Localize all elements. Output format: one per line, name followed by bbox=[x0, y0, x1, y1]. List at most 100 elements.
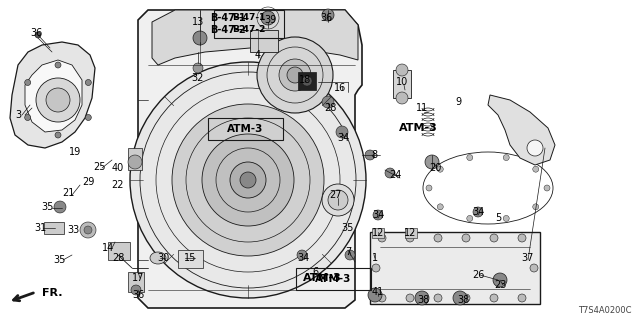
Polygon shape bbox=[10, 42, 95, 148]
Text: ATM-3: ATM-3 bbox=[316, 274, 352, 284]
Polygon shape bbox=[25, 60, 82, 132]
Text: 37: 37 bbox=[522, 253, 534, 263]
Text: 35: 35 bbox=[342, 223, 354, 233]
Circle shape bbox=[131, 285, 141, 295]
Text: 8: 8 bbox=[371, 150, 377, 160]
Text: B-47-2: B-47-2 bbox=[210, 25, 246, 35]
Text: 6: 6 bbox=[312, 267, 318, 277]
Bar bbox=[208, 118, 283, 140]
Text: B-47-2: B-47-2 bbox=[232, 26, 266, 35]
Circle shape bbox=[396, 64, 408, 76]
Circle shape bbox=[84, 226, 92, 234]
Circle shape bbox=[462, 234, 470, 242]
Circle shape bbox=[25, 115, 31, 121]
Circle shape bbox=[80, 222, 96, 238]
Circle shape bbox=[518, 234, 526, 242]
Circle shape bbox=[35, 32, 41, 38]
Circle shape bbox=[415, 291, 429, 305]
Bar bbox=[370, 232, 540, 304]
Text: 10: 10 bbox=[396, 77, 408, 87]
Text: B-47-1: B-47-1 bbox=[232, 13, 266, 22]
Circle shape bbox=[25, 79, 31, 85]
Text: 15: 15 bbox=[184, 253, 196, 263]
Circle shape bbox=[490, 234, 498, 242]
Circle shape bbox=[530, 264, 538, 272]
Circle shape bbox=[328, 190, 348, 210]
Circle shape bbox=[54, 201, 66, 213]
Circle shape bbox=[336, 126, 348, 138]
Text: 28: 28 bbox=[112, 253, 124, 263]
Text: 34: 34 bbox=[472, 207, 484, 217]
Bar bbox=[405, 228, 417, 238]
Circle shape bbox=[193, 31, 207, 45]
Bar bbox=[128, 148, 142, 170]
Text: 40: 40 bbox=[112, 163, 124, 173]
Text: 12: 12 bbox=[404, 228, 416, 238]
Circle shape bbox=[503, 215, 509, 221]
Text: 33: 33 bbox=[67, 225, 79, 235]
Text: 16: 16 bbox=[334, 83, 346, 93]
Circle shape bbox=[527, 140, 543, 156]
Circle shape bbox=[532, 204, 539, 210]
Text: 13: 13 bbox=[192, 17, 204, 27]
Text: 34: 34 bbox=[372, 210, 384, 220]
Circle shape bbox=[322, 9, 334, 21]
Text: 3: 3 bbox=[15, 110, 21, 120]
Text: 34: 34 bbox=[297, 253, 309, 263]
Circle shape bbox=[230, 162, 266, 198]
Text: 21: 21 bbox=[62, 188, 74, 198]
Text: 41: 41 bbox=[372, 287, 384, 297]
Text: 36: 36 bbox=[132, 290, 144, 300]
Circle shape bbox=[518, 294, 526, 302]
Circle shape bbox=[365, 150, 375, 160]
Circle shape bbox=[406, 294, 414, 302]
Text: B-47-1: B-47-1 bbox=[210, 13, 246, 23]
Circle shape bbox=[368, 288, 382, 302]
Circle shape bbox=[503, 155, 509, 161]
Text: 17: 17 bbox=[132, 273, 144, 283]
Circle shape bbox=[462, 294, 470, 302]
Text: 27: 27 bbox=[329, 190, 341, 200]
Text: ATM-3: ATM-3 bbox=[227, 124, 264, 134]
Circle shape bbox=[172, 104, 324, 256]
Text: 28: 28 bbox=[324, 103, 336, 113]
Circle shape bbox=[493, 273, 507, 287]
Circle shape bbox=[130, 62, 366, 298]
Circle shape bbox=[473, 207, 483, 217]
Circle shape bbox=[453, 291, 467, 305]
Circle shape bbox=[322, 96, 334, 108]
Circle shape bbox=[202, 134, 294, 226]
Circle shape bbox=[345, 250, 355, 260]
Circle shape bbox=[55, 62, 61, 68]
Polygon shape bbox=[152, 10, 358, 65]
Text: ATM-3: ATM-3 bbox=[303, 273, 341, 283]
Bar bbox=[178, 250, 203, 268]
Circle shape bbox=[378, 294, 386, 302]
Text: 29: 29 bbox=[82, 177, 94, 187]
Circle shape bbox=[55, 132, 61, 138]
Text: 38: 38 bbox=[457, 295, 469, 305]
Text: 9: 9 bbox=[455, 97, 461, 107]
Circle shape bbox=[490, 294, 498, 302]
Text: 22: 22 bbox=[112, 180, 124, 190]
Circle shape bbox=[434, 294, 442, 302]
Circle shape bbox=[425, 155, 439, 169]
Text: 1: 1 bbox=[372, 253, 378, 263]
Circle shape bbox=[322, 184, 354, 216]
Bar bbox=[393, 70, 411, 98]
Text: 25: 25 bbox=[93, 162, 106, 172]
Circle shape bbox=[302, 76, 312, 86]
Circle shape bbox=[467, 155, 473, 161]
Text: 31: 31 bbox=[34, 223, 46, 233]
Bar bbox=[250, 30, 278, 52]
Text: 26: 26 bbox=[472, 270, 484, 280]
Bar bbox=[296, 268, 371, 290]
Ellipse shape bbox=[150, 252, 166, 264]
Polygon shape bbox=[138, 10, 362, 308]
Bar bbox=[128, 272, 144, 292]
Circle shape bbox=[437, 166, 444, 172]
Text: 36: 36 bbox=[320, 13, 332, 23]
Text: 5: 5 bbox=[495, 213, 501, 223]
Text: 12: 12 bbox=[372, 228, 384, 238]
Text: 14: 14 bbox=[102, 243, 114, 253]
